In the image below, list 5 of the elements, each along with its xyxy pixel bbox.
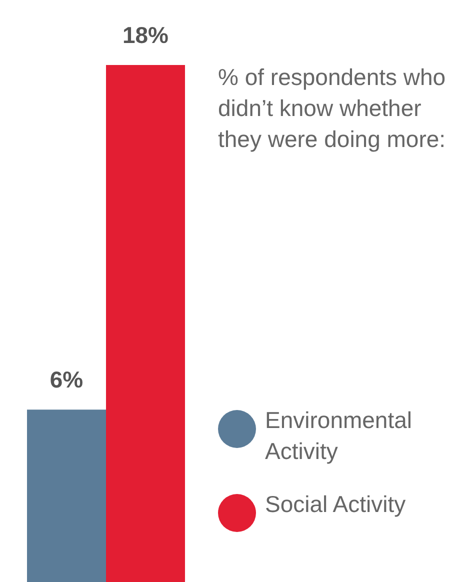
text: % of respondents who didn’t know whether they were doing more:: [218, 63, 447, 154]
legend-label: Social Activity: [265, 490, 406, 519]
data-label: 18%: [122, 22, 169, 48]
legend-label: Environmental Activity: [265, 406, 414, 466]
data-label: 6%: [50, 366, 84, 393]
